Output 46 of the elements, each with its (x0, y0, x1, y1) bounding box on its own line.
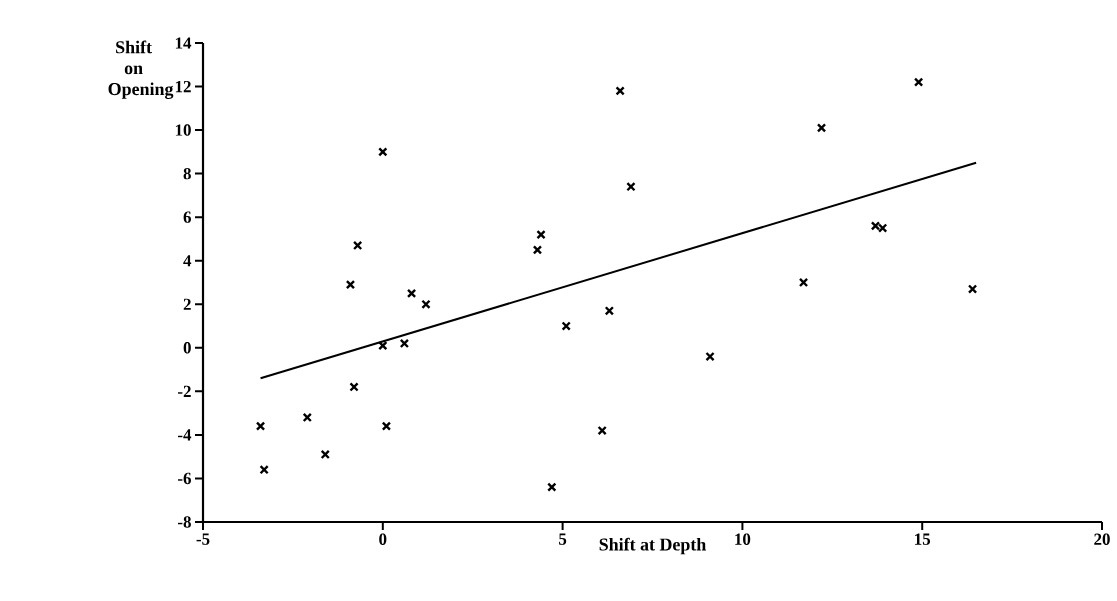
x-tick-label: 5 (559, 533, 567, 545)
y-tick-label: 2 (183, 298, 191, 310)
y-tick-label: 12 (175, 80, 191, 93)
point (913, 77, 924, 87)
x-tick-label: 0 (379, 533, 387, 545)
y-tick-label: -4 (178, 429, 192, 441)
point (561, 321, 571, 331)
y-tick-label: 4 (183, 255, 192, 267)
x-tick-label: 20 (1094, 533, 1110, 545)
x-tick-label: 15 (915, 533, 931, 545)
x-tick-label: -5 (196, 533, 210, 545)
y-tick-label: 10 (175, 124, 191, 136)
x-tick-label: 10 (735, 533, 751, 545)
y-tick-label: -6 (178, 472, 191, 485)
point (626, 181, 636, 192)
y-tick-label: -8 (178, 516, 191, 528)
point (302, 412, 313, 423)
point (378, 147, 388, 157)
point (381, 421, 392, 431)
point (259, 464, 269, 475)
y-axis-title: Shift on Opening (108, 40, 174, 99)
x-axis-title: Shift at Depth (599, 537, 707, 555)
point (345, 279, 356, 290)
point (798, 277, 809, 288)
point (604, 306, 615, 316)
point (378, 340, 388, 351)
point (320, 449, 331, 460)
point (615, 86, 625, 96)
y-tick-label: 0 (183, 342, 191, 354)
point (399, 338, 410, 349)
point (536, 229, 546, 240)
y-tick-label: -2 (178, 385, 191, 397)
point (255, 421, 266, 431)
y-tick-label: 8 (183, 167, 191, 180)
point (532, 245, 543, 255)
y-tick-label: 6 (183, 211, 191, 223)
point (597, 425, 607, 436)
point (705, 351, 715, 362)
point (547, 482, 557, 492)
point (349, 382, 359, 392)
point (816, 123, 827, 133)
y-tick-label: 14 (175, 37, 192, 49)
point (352, 240, 363, 251)
point (406, 288, 417, 299)
point (967, 284, 978, 294)
point (421, 299, 431, 309)
